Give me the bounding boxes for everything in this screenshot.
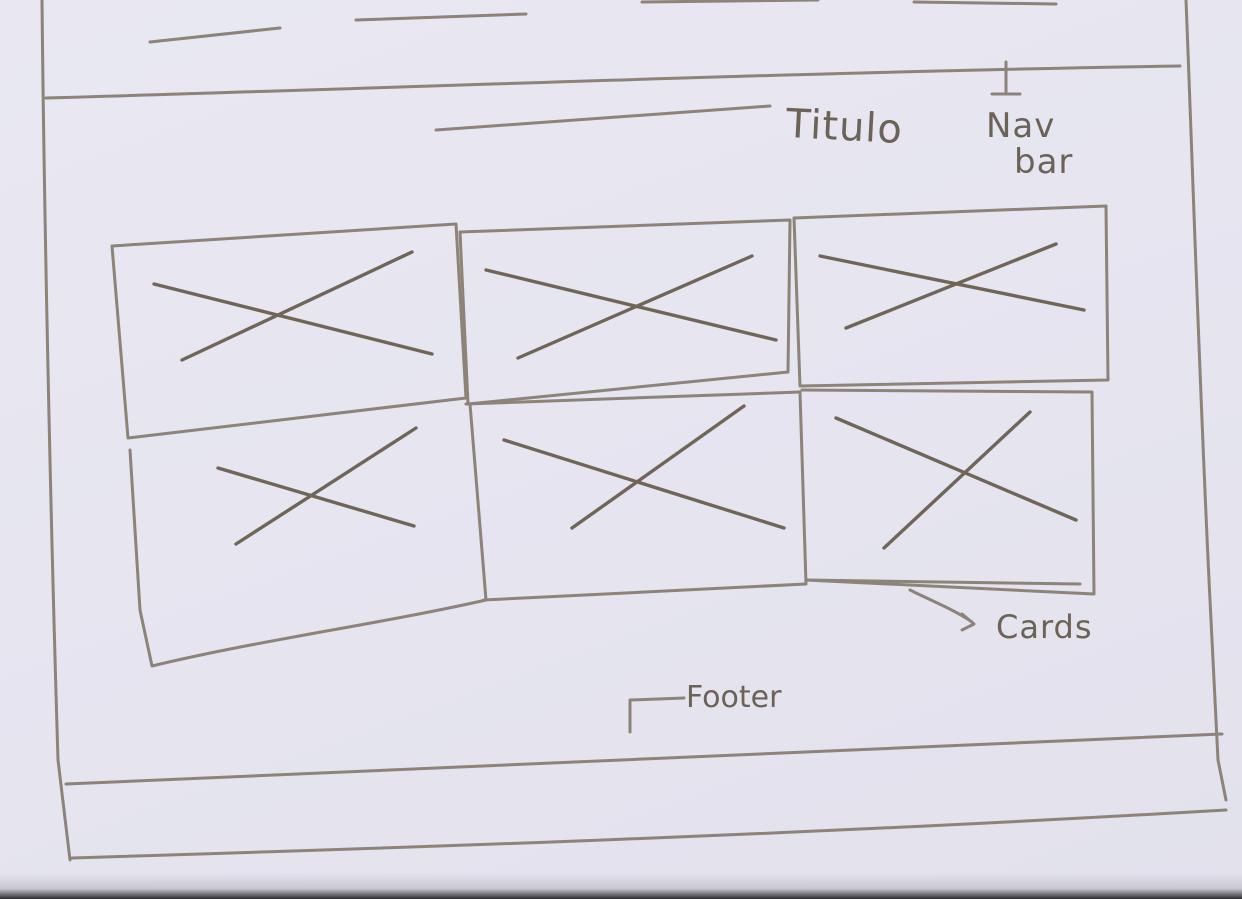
card-5 xyxy=(464,390,808,602)
image-placeholder-icon xyxy=(216,426,418,546)
navbar xyxy=(44,0,1182,100)
card-grid xyxy=(110,204,1110,668)
navbar-item-4 xyxy=(912,0,1058,6)
cards-annotation: Cards xyxy=(996,608,1093,646)
footer-pointer-bracket xyxy=(628,696,686,734)
image-placeholder-icon xyxy=(834,410,1078,550)
navbar-pointer-arrow xyxy=(990,60,1022,96)
page-frame xyxy=(40,0,1228,862)
image-placeholder-icon xyxy=(502,404,786,530)
card-3 xyxy=(792,204,1110,388)
card-2 xyxy=(458,218,792,406)
cards-pointer-arrow xyxy=(908,588,976,632)
navbar-item-1 xyxy=(148,26,282,44)
footer xyxy=(64,732,1224,786)
title-annotation: Titulo xyxy=(784,100,905,154)
page-title-placeholder xyxy=(434,104,772,132)
card-4 xyxy=(128,402,488,668)
desk-shadow xyxy=(0,873,1242,899)
nav-annotation: Nav xyxy=(986,106,1056,146)
navbar-item-3 xyxy=(640,0,820,4)
image-placeholder-icon xyxy=(152,250,434,362)
image-placeholder-icon xyxy=(484,254,778,360)
card-1 xyxy=(110,222,468,440)
image-placeholder-icon xyxy=(818,242,1086,330)
bar-annotation: bar xyxy=(1014,142,1074,182)
navbar-item-2 xyxy=(354,12,528,22)
card-6 xyxy=(800,388,1096,596)
footer-annotation: Footer xyxy=(686,680,782,715)
